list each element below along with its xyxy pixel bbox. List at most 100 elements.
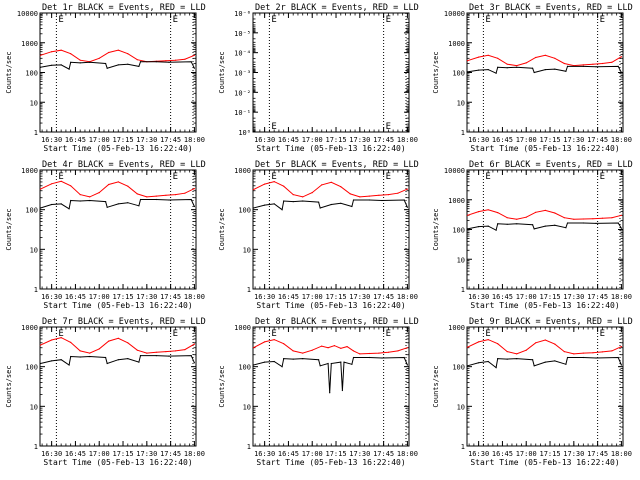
data-point xyxy=(60,49,62,51)
x-axis-label: Start Time (05-Feb-13 16:22:40) xyxy=(256,301,405,310)
data-point xyxy=(193,67,195,69)
data-point xyxy=(184,58,186,60)
data-point xyxy=(327,347,329,349)
data-point xyxy=(533,71,535,74)
data-point xyxy=(51,64,53,66)
data-point xyxy=(302,200,304,202)
data-point xyxy=(497,343,499,345)
data-point xyxy=(397,350,399,352)
x-tick-label: 17:15 xyxy=(325,136,346,144)
data-point xyxy=(106,362,108,365)
data-point xyxy=(554,360,556,362)
data-point xyxy=(554,224,556,226)
y-tick-label: 100 xyxy=(25,70,38,78)
data-point xyxy=(359,196,361,198)
x-tick-label: 18:00 xyxy=(611,450,632,458)
data-point xyxy=(544,339,546,341)
data-point xyxy=(506,67,508,69)
event-marker-label: E xyxy=(58,329,63,339)
x-tick-label: 17:30 xyxy=(136,136,157,144)
y-tick-label: 10⁻³ xyxy=(234,70,251,78)
y-tick-label: 10 xyxy=(243,246,251,254)
x-axis-label: Start Time (05-Feb-13 16:22:40) xyxy=(256,144,405,153)
x-axis-label: Start Time (05-Feb-13 16:22:40) xyxy=(470,458,619,467)
data-point xyxy=(611,350,613,352)
y-tick-label: 10000 xyxy=(444,167,465,175)
event-marker-label: E xyxy=(485,15,490,25)
data-point xyxy=(39,344,42,346)
data-point xyxy=(139,355,142,357)
data-point xyxy=(495,72,497,74)
x-tick-label: 17:45 xyxy=(373,136,394,144)
data-point xyxy=(497,358,499,360)
data-point xyxy=(352,356,355,359)
events-rate-line xyxy=(467,222,622,231)
data-point xyxy=(193,54,195,56)
data-point xyxy=(174,59,176,61)
x-tick-label: 17:15 xyxy=(325,293,346,301)
y-axis-label: Counts/sec xyxy=(432,208,440,250)
data-point xyxy=(138,205,140,207)
data-point xyxy=(51,203,53,206)
plot-frame xyxy=(39,326,197,447)
data-point xyxy=(582,64,584,66)
data-point xyxy=(51,339,53,341)
data-point xyxy=(406,206,408,208)
data-point xyxy=(478,211,480,213)
panel-title: Det 8r BLACK = Events, RED = LLD xyxy=(255,317,419,327)
x-tick-label: 16:30 xyxy=(254,136,275,144)
x-axis-label: Start Time (05-Feb-13 16:22:40) xyxy=(256,458,405,467)
data-point xyxy=(60,359,62,361)
data-point xyxy=(146,196,148,198)
plot-frame xyxy=(466,12,624,133)
event-marker-label: E xyxy=(386,122,391,132)
data-point xyxy=(281,209,283,211)
data-point xyxy=(193,205,195,208)
data-point xyxy=(281,366,283,368)
event-marker-label: E xyxy=(173,15,178,25)
data-point xyxy=(466,214,469,216)
data-point xyxy=(136,59,138,61)
data-point xyxy=(79,194,81,196)
data-point xyxy=(506,223,508,225)
x-tick-label: 17:00 xyxy=(516,136,537,144)
x-tick-label: 17:00 xyxy=(516,293,537,301)
x-tick-label: 16:30 xyxy=(41,136,62,144)
y-tick-label: 1000 xyxy=(234,167,251,175)
data-point xyxy=(620,364,623,366)
data-point xyxy=(349,193,351,195)
data-point xyxy=(51,51,53,53)
event-marker-label: E xyxy=(386,15,391,25)
data-point xyxy=(466,365,469,367)
event-marker-label: E xyxy=(271,15,276,25)
data-point xyxy=(252,189,255,191)
data-point xyxy=(330,362,332,365)
data-point xyxy=(252,364,255,366)
x-tick-label: 17:15 xyxy=(325,450,346,458)
data-point xyxy=(620,56,623,58)
data-point xyxy=(573,353,575,355)
lld-rate-line xyxy=(40,180,195,198)
panel-det-9: Det 9r BLACK = Events, RED = LLD 1 10 100 10… xyxy=(432,317,633,467)
data-point xyxy=(70,185,72,187)
data-point xyxy=(79,62,81,64)
x-tick-label: 17:45 xyxy=(160,450,181,458)
data-point xyxy=(60,64,62,66)
y-tick-label: 100 xyxy=(25,364,38,372)
data-point xyxy=(582,65,584,67)
data-point xyxy=(601,62,604,65)
y-tick-label: 1 xyxy=(247,286,251,294)
x-tick-label: 16:45 xyxy=(492,293,513,301)
y-tick-label: 1000 xyxy=(448,324,465,332)
x-tick-label: 17:00 xyxy=(516,450,537,458)
events-rate-line xyxy=(467,65,622,74)
x-tick-label: 16:30 xyxy=(468,450,489,458)
data-point xyxy=(39,66,42,68)
events-rate-line xyxy=(40,61,195,70)
panel-det-8: Det 8r BLACK = Events, RED = LLD 1 10 100 10… xyxy=(218,317,419,467)
y-tick-label: 10⁰ xyxy=(238,129,251,137)
data-point xyxy=(79,200,81,202)
data-point xyxy=(554,57,556,59)
data-point xyxy=(292,201,294,203)
data-point xyxy=(378,194,380,196)
